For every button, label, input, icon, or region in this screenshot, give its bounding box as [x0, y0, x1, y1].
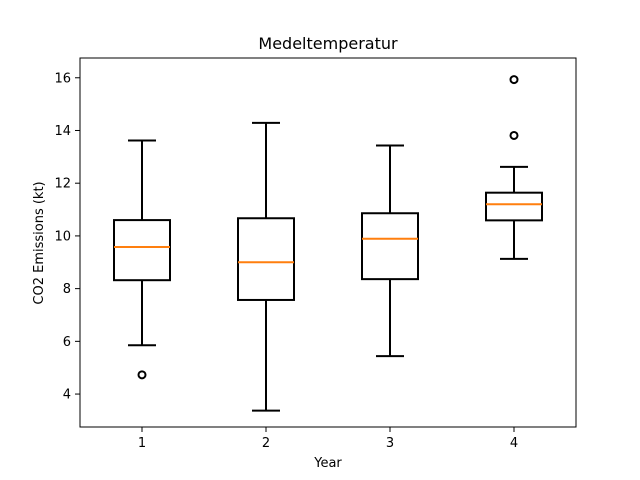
y-tick-label: 4 — [63, 388, 71, 403]
interquartile-box — [237, 217, 295, 301]
chart-title: Medeltemperatur — [258, 34, 398, 53]
outlier-point — [509, 130, 519, 140]
y-axis-label: CO2 Emissions (kt) — [32, 181, 47, 304]
y-tick-label: 10 — [54, 229, 71, 244]
y-tick-label: 14 — [54, 124, 71, 139]
y-tick-label: 6 — [63, 335, 71, 350]
outlier-point — [137, 370, 147, 380]
interquartile-box — [485, 191, 543, 222]
x-tick-label: 1 — [138, 436, 146, 451]
x-tick-label: 3 — [386, 436, 394, 451]
x-axis-label: Year — [313, 456, 342, 471]
outlier-point — [509, 75, 519, 85]
interquartile-box — [113, 219, 171, 282]
y-tick-label: 8 — [63, 282, 71, 297]
interquartile-box — [361, 212, 419, 281]
plot-frame — [79, 57, 577, 428]
x-tick-label: 4 — [510, 436, 518, 451]
y-tick-label: 16 — [54, 71, 71, 86]
x-tick-label: 2 — [262, 436, 270, 451]
y-tick-label: 12 — [54, 177, 71, 192]
